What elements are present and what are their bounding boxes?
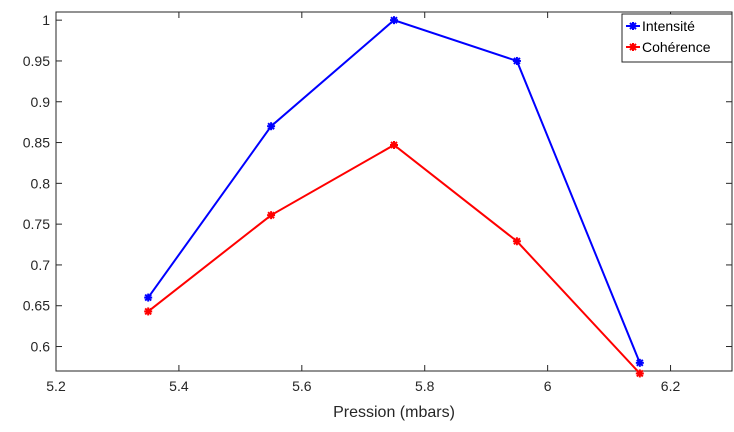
- y-tick-label: 0.85: [23, 135, 50, 151]
- series-1-point: [267, 122, 276, 131]
- y-tick-label: 0.7: [31, 257, 51, 273]
- y-tick-label: 0.75: [23, 216, 50, 232]
- series-2-point: [635, 369, 644, 378]
- series-1-point: [512, 56, 521, 65]
- axes: 5.2 5.4 5.6 5.8 6 6.2 0.6 0.65 0.7 0.75 0.8 0.85 0.9…: [23, 11, 733, 421]
- legend-marker-1: [629, 22, 637, 30]
- x-tick-label: 6: [544, 378, 552, 394]
- series-1-point: [144, 293, 153, 302]
- x-tick-label: 5.6: [292, 378, 312, 394]
- plot-area: [55, 11, 733, 372]
- y-tick-label: 1: [42, 12, 50, 28]
- x-axis-label: Pression (mbars): [333, 404, 455, 421]
- y-tick-label: 0.65: [23, 298, 50, 314]
- series-2-point: [144, 307, 153, 316]
- series-2-point: [267, 211, 276, 220]
- x-tick-label: 5.8: [415, 378, 435, 394]
- legend-marker-2: [629, 43, 637, 51]
- y-tick-label: 0.9: [31, 94, 51, 110]
- series-layer: [144, 16, 644, 378]
- legend-label-2: Cohérence: [642, 39, 711, 55]
- y-tick-label: 0.95: [23, 53, 50, 69]
- series-1-point: [635, 358, 644, 367]
- legend-label-1: Intensité: [642, 18, 695, 34]
- legend-box: [621, 13, 733, 63]
- legend: Intensité Cohérence: [621, 13, 733, 63]
- x-tick-label: 5.4: [169, 378, 189, 394]
- x-tick-label: 6.2: [661, 378, 681, 394]
- y-tick-label: 0.6: [31, 339, 51, 355]
- y-tick-label: 0.8: [31, 175, 51, 191]
- series-2-point: [390, 140, 398, 149]
- series-2-point: [512, 237, 521, 246]
- x-tick-label: 5.2: [46, 378, 66, 394]
- series-1-point: [390, 16, 398, 25]
